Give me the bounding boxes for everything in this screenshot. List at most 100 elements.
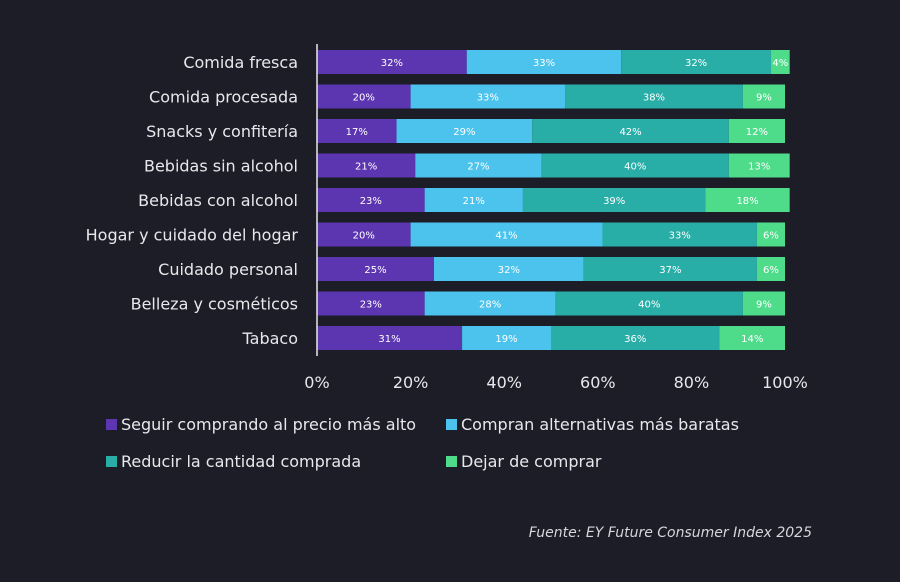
data-label-tabaco-series-2: 19% — [495, 334, 517, 345]
bar-segment-hogar-y-cuidado-del-hogar-series-1 — [317, 222, 411, 247]
data-label-bebidas-sin-alcohol-series-2: 27% — [467, 162, 489, 173]
bar-segment-hogar-y-cuidado-del-hogar-series-3 — [602, 222, 757, 247]
data-label-tabaco-series-3: 36% — [624, 334, 646, 345]
bar-segment-comida-fresca-series-4 — [770, 50, 790, 74]
category-label-hogar-y-cuidado-del-hogar: Hogar y cuidado del hogar — [86, 226, 299, 245]
bar-segment-bebidas-sin-alcohol-series-1 — [317, 153, 416, 178]
bar-segment-bebidas-sin-alcohol-series-3 — [541, 153, 729, 178]
data-label-tabaco-series-4: 14% — [741, 334, 763, 345]
legend-swatch-1 — [106, 419, 117, 430]
data-label-comida-fresca-series-4: 4% — [772, 58, 788, 69]
bar-segment-comida-procesada-series-1 — [317, 84, 411, 109]
data-label-cuidado-personal-series-4: 6% — [763, 265, 779, 276]
bar-segment-belleza-y-cosmeticos-series-1 — [317, 291, 425, 316]
x-axis-ticks: 0% 20% 40% 60% 80% 100% — [304, 373, 808, 392]
data-label-comida-procesada-series-4: 9% — [756, 93, 772, 104]
legend-label-1: Seguir comprando al precio más alto — [121, 415, 416, 434]
bar-segment-hogar-y-cuidado-del-hogar-series-4 — [756, 222, 785, 247]
legend-label-2: Compran alternativas más baratas — [461, 415, 739, 434]
data-label-bebidas-con-alcohol-series-2: 21% — [463, 196, 485, 207]
data-label-hogar-y-cuidado-del-hogar-series-3: 33% — [669, 231, 691, 242]
category-label-belleza-y-cosmeticos: Belleza y cosméticos — [131, 295, 298, 314]
data-label-comida-procesada-series-2: 33% — [477, 93, 499, 104]
bar-segment-bebidas-sin-alcohol-series-4 — [728, 153, 790, 178]
bar-segment-comida-fresca-series-2 — [466, 50, 622, 74]
bar-segment-belleza-y-cosmeticos-series-2 — [424, 291, 556, 316]
bar-segment-bebidas-con-alcohol-series-3 — [522, 188, 706, 212]
bar-segment-cuidado-personal-series-2 — [434, 257, 584, 281]
data-label-snacks-y-confiteria-series-2: 29% — [453, 127, 475, 138]
category-label-comida-procesada: Comida procesada — [149, 88, 298, 107]
bar-segment-snacks-y-confiteria-series-4 — [728, 119, 785, 143]
bar-segment-bebidas-con-alcohol-series-2 — [424, 188, 523, 212]
data-label-comida-fresca-series-2: 33% — [533, 58, 555, 69]
x-tick-label-20: 20% — [393, 373, 429, 392]
bar-segment-tabaco-series-3 — [551, 326, 720, 350]
data-label-snacks-y-confiteria-series-4: 12% — [746, 127, 768, 138]
bar-segment-cuidado-personal-series-1 — [317, 257, 434, 281]
data-label-bebidas-sin-alcohol-series-3: 40% — [624, 162, 646, 173]
bar-segment-comida-fresca-series-3 — [621, 50, 771, 74]
bar-segment-snacks-y-confiteria-series-2 — [396, 119, 533, 143]
data-label-belleza-y-cosmeticos-series-3: 40% — [638, 300, 660, 311]
source-note: Fuente: EY Future Consumer Index 2025 — [529, 525, 812, 541]
data-label-comida-procesada-series-3: 38% — [643, 93, 665, 104]
bar-segment-snacks-y-confiteria-series-3 — [532, 119, 729, 143]
data-label-comida-procesada-series-1: 20% — [353, 93, 375, 104]
data-label-bebidas-con-alcohol-series-3: 39% — [603, 196, 625, 207]
legend-swatch-4 — [446, 456, 457, 467]
legend-swatch-3 — [106, 456, 117, 467]
data-label-snacks-y-confiteria-series-1: 17% — [346, 127, 368, 138]
data-label-bebidas-con-alcohol-series-1: 23% — [360, 196, 382, 207]
data-label-hogar-y-cuidado-del-hogar-series-4: 6% — [763, 231, 779, 242]
x-tick-label-0: 0% — [304, 373, 329, 392]
bar-segment-comida-procesada-series-3 — [565, 84, 743, 109]
bar-segment-hogar-y-cuidado-del-hogar-series-2 — [410, 222, 603, 247]
category-label-comida-fresca: Comida fresca — [183, 53, 298, 72]
bar-segments: 32% 33% 32% 4% 20% 33% 38% 9% 17% 29% 42% 12% 21% 27%… — [317, 50, 790, 350]
bar-segment-tabaco-series-1 — [317, 326, 463, 350]
bar-segment-tabaco-series-4 — [719, 326, 785, 350]
legend-label-3: Reducir la cantidad comprada — [121, 452, 361, 471]
bar-segment-belleza-y-cosmeticos-series-3 — [555, 291, 743, 316]
data-label-bebidas-sin-alcohol-series-4: 13% — [748, 162, 770, 173]
bar-segment-tabaco-series-2 — [462, 326, 551, 350]
category-label-snacks-y-confiteria: Snacks y confitería — [146, 122, 298, 141]
x-tick-label-80: 80% — [674, 373, 710, 392]
data-label-cuidado-personal-series-1: 25% — [364, 265, 386, 276]
bar-segment-cuidado-personal-series-3 — [583, 257, 757, 281]
bar-segment-comida-fresca-series-1 — [317, 50, 467, 74]
legend: Seguir comprando al precio más alto Compr… — [106, 415, 739, 471]
category-labels: Comida fresca Comida procesada Snacks y co… — [86, 53, 299, 348]
data-label-bebidas-con-alcohol-series-4: 18% — [736, 196, 758, 207]
bar-segment-bebidas-con-alcohol-series-4 — [705, 188, 790, 212]
data-label-snacks-y-confiteria-series-3: 42% — [619, 127, 641, 138]
x-tick-label-40: 40% — [486, 373, 522, 392]
data-label-belleza-y-cosmeticos-series-4: 9% — [756, 300, 772, 311]
legend-swatch-2 — [446, 419, 457, 430]
bar-segment-bebidas-sin-alcohol-series-2 — [415, 153, 542, 178]
x-tick-label-100: 100% — [762, 373, 808, 392]
category-label-bebidas-sin-alcohol: Bebidas sin alcohol — [144, 157, 298, 176]
data-label-cuidado-personal-series-3: 37% — [659, 265, 681, 276]
bar-segment-comida-procesada-series-4 — [742, 84, 785, 109]
data-label-cuidado-personal-series-2: 32% — [498, 265, 520, 276]
bar-segment-comida-procesada-series-2 — [410, 84, 566, 109]
x-tick-label-60: 60% — [580, 373, 616, 392]
bar-segment-snacks-y-confiteria-series-1 — [317, 119, 397, 143]
legend-label-4: Dejar de comprar — [461, 452, 602, 471]
bar-segment-belleza-y-cosmeticos-series-4 — [742, 291, 785, 316]
data-label-hogar-y-cuidado-del-hogar-series-1: 20% — [353, 231, 375, 242]
data-label-comida-fresca-series-1: 32% — [381, 58, 403, 69]
data-label-comida-fresca-series-3: 32% — [685, 58, 707, 69]
bar-segment-bebidas-con-alcohol-series-1 — [317, 188, 425, 212]
category-label-cuidado-personal: Cuidado personal — [158, 260, 298, 279]
data-label-belleza-y-cosmeticos-series-1: 23% — [360, 300, 382, 311]
data-label-hogar-y-cuidado-del-hogar-series-2: 41% — [495, 231, 517, 242]
bar-segment-cuidado-personal-series-4 — [756, 257, 785, 281]
data-label-tabaco-series-1: 31% — [378, 334, 400, 345]
category-label-tabaco: Tabaco — [242, 329, 298, 348]
category-label-bebidas-con-alcohol: Bebidas con alcohol — [138, 191, 298, 210]
